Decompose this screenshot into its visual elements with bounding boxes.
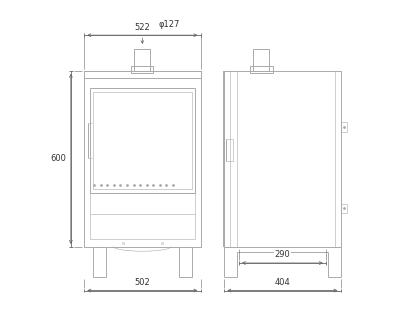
Text: 404: 404 <box>275 278 290 287</box>
Bar <box>341 122 347 132</box>
Bar <box>224 70 341 247</box>
Bar <box>253 49 270 70</box>
Text: 600: 600 <box>50 154 66 163</box>
Bar <box>84 70 201 78</box>
Bar <box>250 66 273 74</box>
Bar <box>341 204 347 213</box>
Bar <box>90 193 195 239</box>
Bar <box>93 247 106 277</box>
Bar <box>134 49 150 70</box>
Text: φ127: φ127 <box>158 20 180 29</box>
Bar <box>93 92 192 189</box>
Bar <box>131 66 153 74</box>
Text: 290: 290 <box>275 250 290 259</box>
Text: 522: 522 <box>134 23 150 32</box>
Bar <box>224 70 230 247</box>
Bar <box>179 247 192 277</box>
Text: 502: 502 <box>134 278 150 287</box>
Bar <box>84 70 201 247</box>
Bar <box>90 88 195 193</box>
Bar <box>225 139 233 161</box>
